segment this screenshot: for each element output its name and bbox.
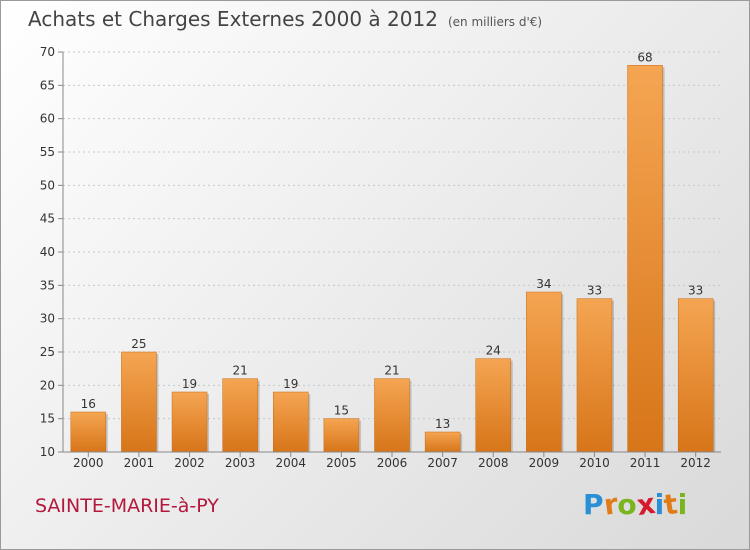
bar-2000 [70, 411, 107, 453]
logo-letter: o [617, 488, 637, 521]
bar-2006 [374, 378, 410, 453]
logo-letter: i [654, 488, 665, 521]
value-label-2000: 16 [81, 397, 96, 411]
x-tick-label-2011: 2011 [630, 456, 661, 470]
bar-2005 [323, 418, 360, 453]
value-label-2003: 21 [233, 364, 248, 378]
value-label-2010: 33 [587, 284, 602, 298]
y-tick-label: 30 [40, 312, 55, 326]
y-tick-label: 45 [40, 212, 55, 226]
value-label-2002: 19 [182, 377, 197, 391]
x-tick-label-2004: 2004 [275, 456, 306, 470]
value-label-2011: 68 [637, 50, 652, 64]
bar-2012 [677, 298, 714, 453]
value-label-2012: 33 [688, 284, 703, 298]
value-label-2005: 15 [334, 404, 349, 418]
logo-letter: x [634, 486, 657, 523]
y-tick-label: 15 [40, 412, 55, 426]
proxiti-logo: Proxiti [583, 486, 688, 523]
bar-2011 [627, 65, 663, 453]
value-label-2007: 13 [435, 417, 450, 431]
y-tick-label: 25 [40, 345, 55, 359]
y-tick-label: 10 [40, 445, 55, 459]
x-tick-label-2012: 2012 [680, 456, 711, 470]
y-tick-label: 40 [40, 245, 55, 259]
y-tick-label: 70 [40, 45, 55, 59]
bar-2009 [526, 291, 562, 453]
value-label-2008: 24 [486, 344, 501, 358]
x-tick-label-2008: 2008 [478, 456, 509, 470]
logo-letter: P [583, 488, 604, 521]
value-label-2009: 34 [536, 277, 551, 291]
bar-2007 [424, 431, 461, 453]
value-label-2001: 25 [131, 337, 146, 351]
chart-subtitle: (en milliers d'€) [447, 15, 543, 29]
x-tick-label-2001: 2001 [124, 456, 155, 470]
x-tick-label-2010: 2010 [579, 456, 610, 470]
x-tick-label-2007: 2007 [427, 456, 458, 470]
value-label-2006: 21 [384, 364, 399, 378]
y-tick-label: 65 [40, 78, 55, 92]
bar-2010 [576, 298, 613, 453]
y-tick-label: 55 [40, 145, 55, 159]
y-tick-label: 20 [40, 378, 55, 392]
chart-title: Achats et Charges Externes 2000 à 2012 (e… [28, 7, 543, 31]
logo-letter: i [677, 488, 688, 521]
x-tick-label-2000: 2000 [73, 456, 104, 470]
x-tick-label-2009: 2009 [529, 456, 560, 470]
commune-name: SAINTE-MARIE-à-PY [35, 495, 219, 517]
value-label-2004: 19 [283, 377, 298, 391]
x-tick-label-2005: 2005 [326, 456, 357, 470]
bar-2003 [222, 378, 258, 453]
bar-2001 [121, 351, 157, 453]
bar-2008 [475, 358, 511, 453]
y-tick-label: 35 [40, 278, 55, 292]
x-tick-label-2006: 2006 [377, 456, 408, 470]
bar-2004 [273, 391, 309, 453]
x-tick-label-2002: 2002 [174, 456, 205, 470]
bar-2002 [171, 391, 208, 453]
x-tick-label-2003: 2003 [225, 456, 256, 470]
y-tick-label: 50 [40, 178, 55, 192]
y-tick-label: 60 [40, 112, 55, 126]
